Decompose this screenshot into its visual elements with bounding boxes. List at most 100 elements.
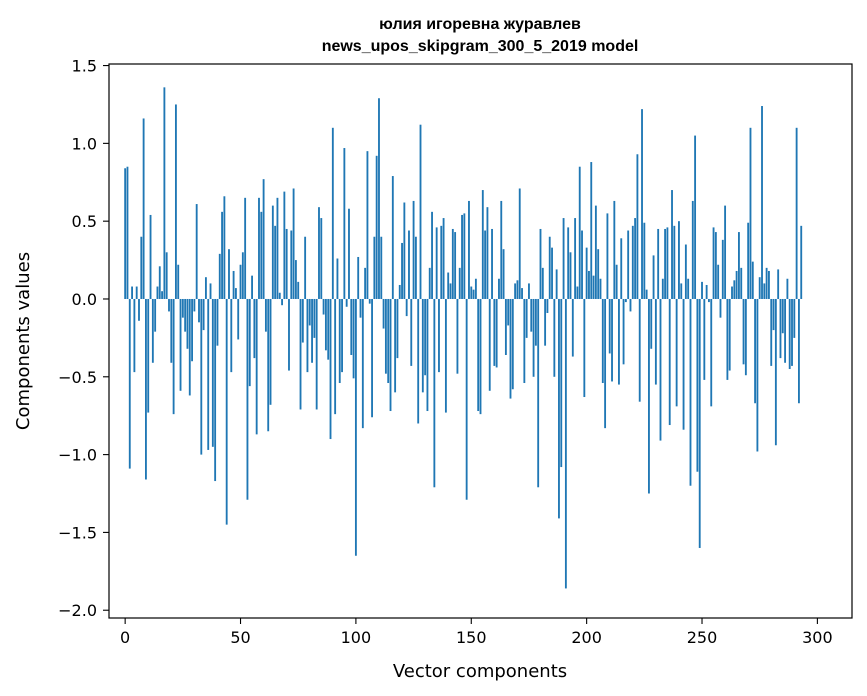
bar-46 <box>230 298 233 373</box>
bar-276 <box>761 106 763 299</box>
bar-252 <box>705 284 708 299</box>
bar-156 <box>484 230 487 299</box>
bar-187 <box>555 269 558 299</box>
bar-61 <box>264 298 267 332</box>
bar-44 <box>225 298 228 525</box>
x-axis-ticks: 0 50 100 150 200 250 300 <box>120 618 833 647</box>
bar-158 <box>488 298 491 391</box>
bar-11 <box>149 214 152 299</box>
bar-271 <box>749 127 752 299</box>
bar-235 <box>666 227 669 299</box>
bar-279 <box>768 270 770 299</box>
bar-192 <box>567 227 570 299</box>
bar-245 <box>689 298 692 486</box>
bar-155 <box>481 190 484 299</box>
bar-222 <box>636 154 639 299</box>
bar-31 <box>195 204 198 299</box>
bar-103 <box>361 298 364 429</box>
bar-284 <box>779 298 782 359</box>
bar-47 <box>232 270 235 299</box>
y-tick-label: 0.5 <box>72 212 97 231</box>
bar-237 <box>671 190 673 299</box>
bar-77 <box>301 298 304 343</box>
bar-200 <box>585 247 588 299</box>
y-tick-label: −1.0 <box>58 446 97 465</box>
bar-183 <box>546 298 549 313</box>
bar-57 <box>255 298 258 435</box>
bar-119 <box>398 284 401 299</box>
bar-234 <box>664 228 667 299</box>
bar-209 <box>606 213 609 299</box>
bar-268 <box>742 298 745 365</box>
y-tick-label: 0.0 <box>72 290 97 309</box>
bar-273 <box>754 298 757 404</box>
bar-106 <box>368 298 371 304</box>
bar-228 <box>650 298 653 349</box>
bar-159 <box>491 228 493 299</box>
bar-45 <box>228 249 230 299</box>
bar-170 <box>516 280 519 299</box>
bar-120 <box>401 242 403 299</box>
bar-108 <box>373 236 376 299</box>
bar-229 <box>652 255 655 299</box>
bar-267 <box>740 267 743 299</box>
bar-6 <box>138 298 140 321</box>
bar-211 <box>611 298 613 382</box>
bar-29 <box>191 298 193 362</box>
bar-49 <box>237 298 240 340</box>
bar-50 <box>239 264 242 299</box>
x-tick-label: 300 <box>802 628 833 647</box>
y-tick-label: −2.0 <box>58 601 97 620</box>
bar-60 <box>262 179 265 299</box>
bar-22 <box>174 104 177 299</box>
x-axis-label: Vector components <box>393 661 567 682</box>
y-tick-label: 1.0 <box>72 134 97 153</box>
bar-210 <box>608 298 611 354</box>
bar-205 <box>597 249 600 299</box>
bar-141 <box>449 283 452 299</box>
bar-90 <box>331 127 334 299</box>
bar-221 <box>634 218 637 299</box>
bar-98 <box>350 298 353 355</box>
bar-20 <box>170 298 173 363</box>
bar-15 <box>158 266 161 299</box>
bar-55 <box>251 275 253 299</box>
bar-63 <box>269 298 272 405</box>
bar-142 <box>451 228 454 299</box>
bar-37 <box>209 283 212 299</box>
bar-56 <box>253 298 256 359</box>
bar-42 <box>221 211 223 299</box>
bar-84 <box>318 207 320 299</box>
bar-123 <box>408 230 410 299</box>
bar-161 <box>495 298 498 368</box>
bar-262 <box>728 298 731 371</box>
bar-3 <box>131 286 133 299</box>
bar-213 <box>615 264 618 299</box>
bar-253 <box>708 298 710 303</box>
bar-series <box>124 87 803 589</box>
bar-40 <box>216 298 219 346</box>
bar-186 <box>553 298 556 377</box>
bar-137 <box>440 225 443 299</box>
bar-41 <box>218 253 221 299</box>
bar-54 <box>248 298 251 387</box>
bar-174 <box>525 298 528 338</box>
bar-72 <box>290 230 293 299</box>
bar-136 <box>438 298 440 373</box>
bar-270 <box>747 222 750 299</box>
bar-118 <box>396 298 399 359</box>
bar-111 <box>380 236 383 299</box>
bar-85 <box>320 218 323 299</box>
bar-166 <box>507 298 510 326</box>
bar-275 <box>758 277 761 299</box>
bar-290 <box>793 298 796 338</box>
bar-138 <box>442 218 445 299</box>
y-axis-label: Components values <box>13 252 34 430</box>
bar-24 <box>179 298 182 391</box>
bar-215 <box>620 238 623 299</box>
bar-184 <box>548 236 551 299</box>
bar-17 <box>163 87 166 299</box>
bar-64 <box>271 205 274 299</box>
bar-99 <box>352 298 355 379</box>
bar-80 <box>308 298 311 326</box>
